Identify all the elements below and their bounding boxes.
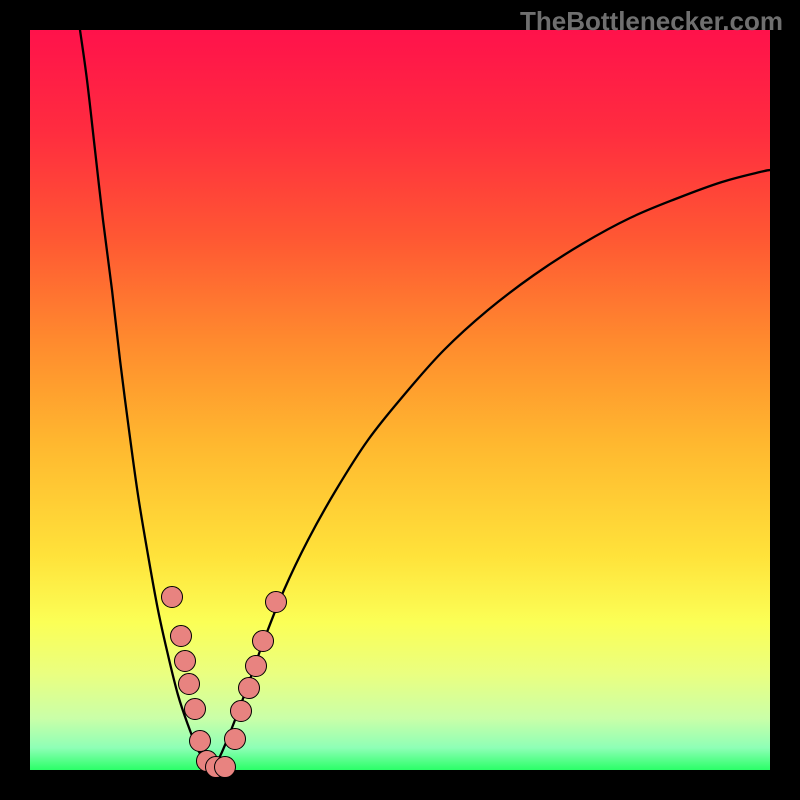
marker-right-4 bbox=[252, 630, 274, 652]
marker-left-5 bbox=[189, 730, 211, 752]
gradient-plot-area bbox=[30, 30, 770, 770]
marker-right-2 bbox=[238, 677, 260, 699]
marker-left-0 bbox=[161, 586, 183, 608]
marker-right-0 bbox=[224, 728, 246, 750]
marker-left-4 bbox=[184, 698, 206, 720]
marker-left-8 bbox=[214, 756, 236, 778]
marker-right-1 bbox=[230, 700, 252, 722]
marker-right-3 bbox=[245, 655, 267, 677]
marker-left-3 bbox=[178, 673, 200, 695]
watermark-text: TheBottlenecker.com bbox=[520, 6, 783, 37]
marker-right-5 bbox=[265, 591, 287, 613]
marker-left-2 bbox=[174, 650, 196, 672]
marker-left-1 bbox=[170, 625, 192, 647]
chart-stage: TheBottlenecker.com bbox=[0, 0, 800, 800]
